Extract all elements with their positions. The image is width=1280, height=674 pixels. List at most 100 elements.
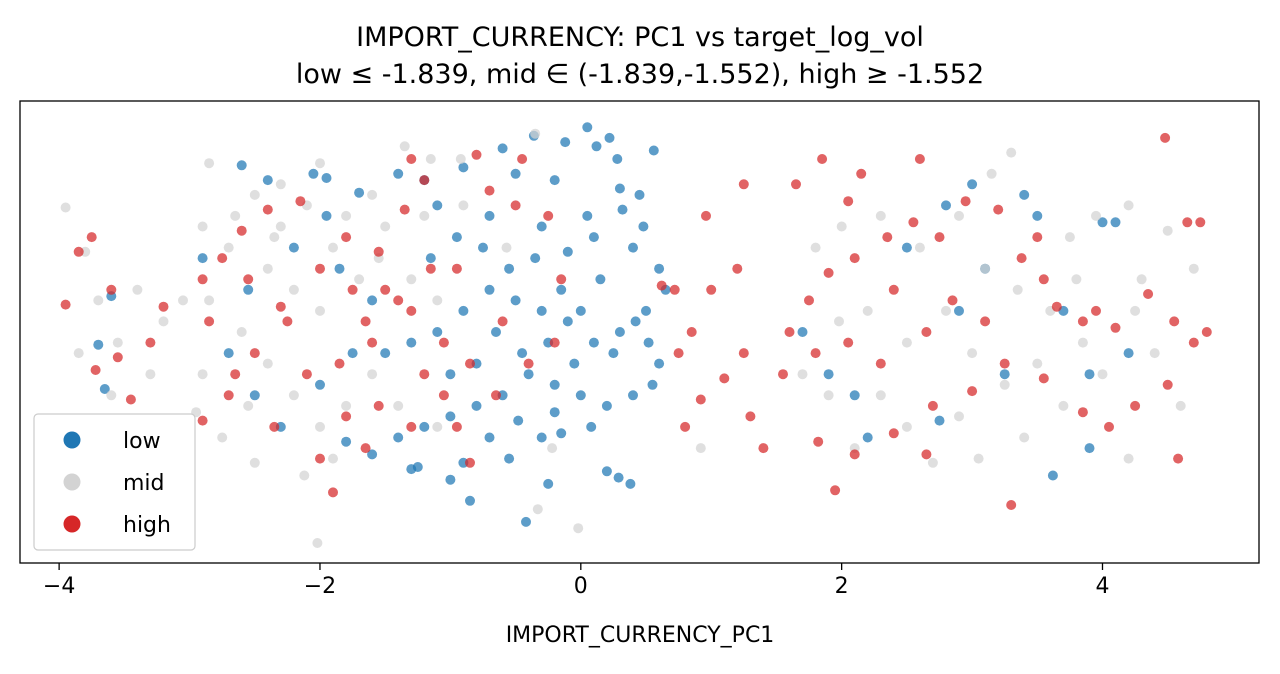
point-low-10 [549, 175, 560, 186]
point-high-49 [732, 263, 743, 274]
point-high-108 [914, 154, 925, 164]
point-low-55 [536, 432, 547, 443]
point-mid-57 [1123, 200, 1134, 211]
point-low-66 [249, 390, 260, 401]
point-high-63 [849, 253, 860, 264]
point-high-54 [719, 373, 730, 384]
point-low-28 [614, 327, 625, 337]
point-high-79 [1104, 421, 1114, 432]
point-mid-0 [60, 202, 71, 213]
point-mid-4 [106, 390, 117, 401]
point-mid-66 [901, 421, 912, 432]
point-low-27 [641, 305, 651, 316]
point-high-66 [934, 232, 945, 243]
point-low-42 [628, 390, 638, 401]
series-low [93, 122, 1134, 527]
point-low-117 [1084, 443, 1095, 454]
point-low-9 [510, 168, 521, 179]
point-mid-81 [1091, 210, 1101, 221]
point-low-102 [513, 415, 524, 426]
point-mid-18 [530, 128, 541, 139]
point-mid-82 [1064, 232, 1075, 243]
point-high-114 [393, 295, 404, 306]
point-high-21 [471, 149, 482, 160]
point-high-117 [282, 316, 293, 327]
point-low-98 [630, 316, 641, 327]
point-mid-98 [112, 337, 123, 348]
point-low-81 [575, 305, 586, 316]
point-low-115 [934, 415, 945, 426]
point-mid-25 [288, 390, 299, 401]
point-high-91 [817, 154, 828, 164]
point-mid-63 [1077, 337, 1088, 348]
point-mid-14 [380, 221, 391, 232]
point-low-72 [347, 348, 358, 359]
point-low-4 [560, 137, 571, 148]
point-high-62 [823, 267, 834, 278]
point-high-53 [738, 348, 749, 359]
point-high-89 [921, 449, 932, 460]
point-high-32 [249, 348, 260, 359]
point-high-28 [380, 284, 391, 295]
point-high-61 [804, 295, 814, 306]
point-low-51 [367, 449, 378, 460]
point-high-76 [1188, 337, 1199, 348]
point-low-94 [562, 246, 573, 257]
point-mid-46 [810, 242, 821, 253]
point-high-100 [1160, 132, 1171, 143]
point-high-15 [315, 263, 325, 274]
point-high-39 [491, 390, 501, 401]
point-high-3 [106, 284, 117, 295]
point-mid-60 [1149, 348, 1160, 359]
point-high-85 [888, 428, 899, 439]
point-mid-64 [999, 379, 1010, 390]
point-low-80 [556, 284, 567, 295]
point-low-43 [647, 379, 658, 390]
point-high-65 [908, 217, 919, 228]
point-low-97 [638, 221, 649, 232]
point-high-19 [419, 175, 430, 186]
point-high-41 [549, 337, 560, 348]
point-mid-79 [1058, 400, 1069, 411]
x-axis-label: IMPORT_CURRENCY_PC1 [506, 623, 775, 648]
point-high-120 [230, 369, 241, 380]
point-low-68 [243, 284, 254, 295]
point-mid-26 [315, 421, 325, 432]
point-high-13 [295, 196, 306, 207]
point-high-9 [197, 274, 208, 285]
point-high-106 [1032, 232, 1043, 243]
point-low-44 [654, 358, 665, 369]
point-high-81 [1038, 373, 1049, 384]
x-axis: −4 −2 0 2 4 [43, 563, 1109, 599]
point-mid-11 [275, 221, 286, 232]
point-low-67 [223, 348, 234, 359]
point-mid-92 [432, 421, 443, 432]
point-high-90 [1006, 500, 1017, 510]
point-high-35 [315, 453, 325, 464]
point-low-34 [458, 305, 469, 316]
point-low-33 [484, 284, 495, 295]
point-high-40 [523, 358, 534, 369]
point-mid-45 [834, 316, 844, 327]
legend-label-low: low [123, 429, 161, 454]
point-low-122 [1019, 189, 1030, 200]
point-low-78 [99, 384, 110, 394]
point-mid-58 [1162, 225, 1173, 236]
point-low-91 [478, 242, 488, 253]
point-mid-43 [547, 443, 558, 454]
point-high-7 [158, 301, 169, 312]
point-mid-23 [236, 327, 247, 337]
point-high-64 [882, 232, 893, 243]
point-mid-13 [341, 210, 352, 221]
point-high-47 [701, 210, 711, 221]
point-mid-70 [1019, 432, 1030, 443]
point-high-18 [399, 204, 410, 215]
point-mid-15 [399, 141, 410, 152]
point-low-0 [582, 122, 593, 133]
point-high-99 [980, 316, 991, 327]
point-mid-83 [1136, 274, 1147, 285]
legend-label-mid: mid [123, 471, 165, 496]
point-high-10 [217, 253, 228, 264]
point-mid-28 [367, 369, 378, 380]
